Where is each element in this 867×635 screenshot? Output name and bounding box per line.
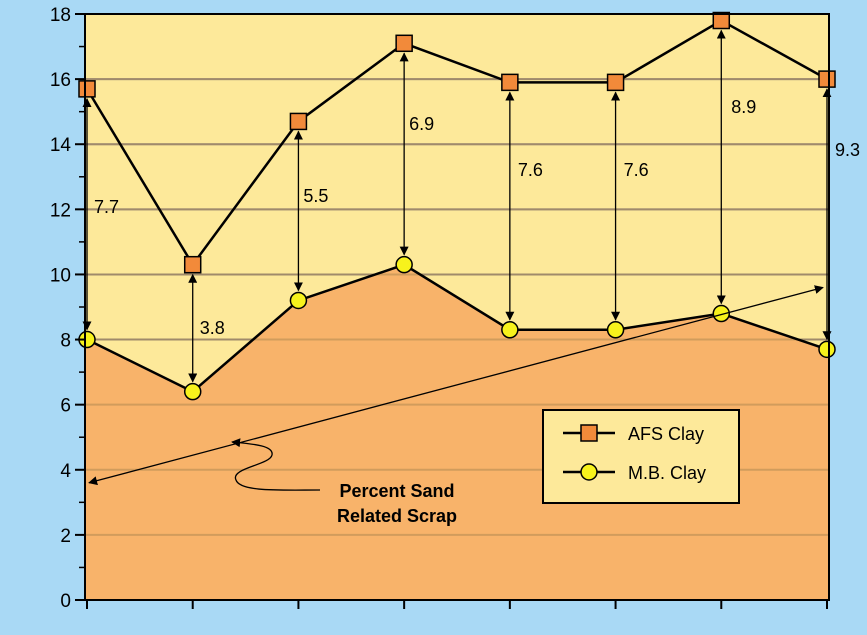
legend: AFS Clay M.B. Clay bbox=[542, 409, 740, 504]
difference-label: 8.9 bbox=[731, 97, 756, 117]
difference-label: 7.6 bbox=[624, 160, 649, 180]
y-tick-label: 18 bbox=[50, 5, 71, 26]
mb-clay-point bbox=[818, 340, 836, 359]
y-tick-label: 16 bbox=[50, 70, 71, 91]
afs-clay-point bbox=[501, 73, 519, 92]
y-tick-label: 4 bbox=[60, 461, 71, 482]
afs-clay-point bbox=[289, 112, 308, 131]
mb-clay-point bbox=[183, 382, 202, 401]
afs-clay-line bbox=[85, 19, 828, 267]
afs-clay-point bbox=[818, 70, 836, 88]
axes: 0 2 4 6 8 10 12 14 16 18 bbox=[50, 5, 828, 612]
y-tick-label: 2 bbox=[60, 526, 71, 547]
y-tick-label: 8 bbox=[60, 331, 71, 352]
mb-clay-point bbox=[501, 321, 519, 339]
legend-mb-marker bbox=[580, 463, 598, 481]
legend-box bbox=[542, 409, 740, 504]
legend-afs-marker bbox=[580, 424, 598, 442]
difference-label: 7.7 bbox=[94, 197, 119, 217]
y-tick-label: 6 bbox=[60, 396, 71, 417]
afs-clay-point bbox=[78, 80, 96, 98]
legend-afs-label: AFS Clay bbox=[628, 424, 704, 444]
afs-clay-point bbox=[183, 255, 202, 274]
annotation-line-2: Related Scrap bbox=[337, 506, 457, 526]
legend-mb-label: M.B. Clay bbox=[628, 463, 706, 483]
afs-clay-point bbox=[712, 11, 731, 30]
y-tick-label: 14 bbox=[50, 135, 72, 156]
y-tick-label: 0 bbox=[60, 591, 71, 612]
difference-label: 9.3 bbox=[835, 140, 860, 160]
mb-clay-point bbox=[606, 321, 625, 339]
afs-clay-point bbox=[606, 73, 625, 92]
annotation-line-1: Percent Sand bbox=[339, 481, 454, 501]
mb-clay-point bbox=[395, 255, 413, 274]
difference-label: 6.9 bbox=[409, 114, 434, 134]
trend-line bbox=[88, 285, 824, 486]
difference-label: 5.5 bbox=[303, 186, 328, 206]
y-tick-label: 12 bbox=[50, 200, 71, 221]
y-tick-label: 10 bbox=[50, 265, 71, 286]
annotation-pointer bbox=[231, 438, 321, 491]
mb-clay-point bbox=[289, 291, 308, 310]
difference-label: 7.6 bbox=[518, 160, 543, 180]
difference-label: 3.8 bbox=[200, 318, 225, 338]
afs-clay-point bbox=[395, 34, 413, 53]
